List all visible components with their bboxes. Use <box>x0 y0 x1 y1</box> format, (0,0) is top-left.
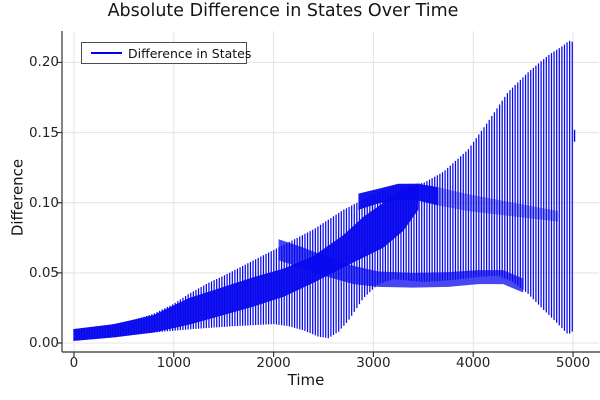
x-tick-label: 1000 <box>156 355 191 371</box>
x-tick-label: 3000 <box>356 355 391 371</box>
series-line-icon <box>91 52 122 54</box>
legend: Difference in States <box>81 42 251 64</box>
x-tick-label: 2000 <box>256 355 291 371</box>
x-axis-label: Time <box>287 371 325 389</box>
x-tick-label: 5000 <box>555 355 591 371</box>
y-tick-label: 0.05 <box>28 264 59 281</box>
legend-label: Difference in States <box>128 45 252 61</box>
chart-title: Absolute Difference in States Over Time <box>107 1 459 21</box>
y-tick-label: 0.10 <box>28 194 59 211</box>
y-tick-label: 0.20 <box>28 54 59 71</box>
y-tick-label: 0.15 <box>28 124 59 141</box>
y-tick-label: 0.00 <box>28 335 59 352</box>
x-tick-label: 0 <box>69 355 79 371</box>
x-tick-label: 4000 <box>456 355 491 371</box>
